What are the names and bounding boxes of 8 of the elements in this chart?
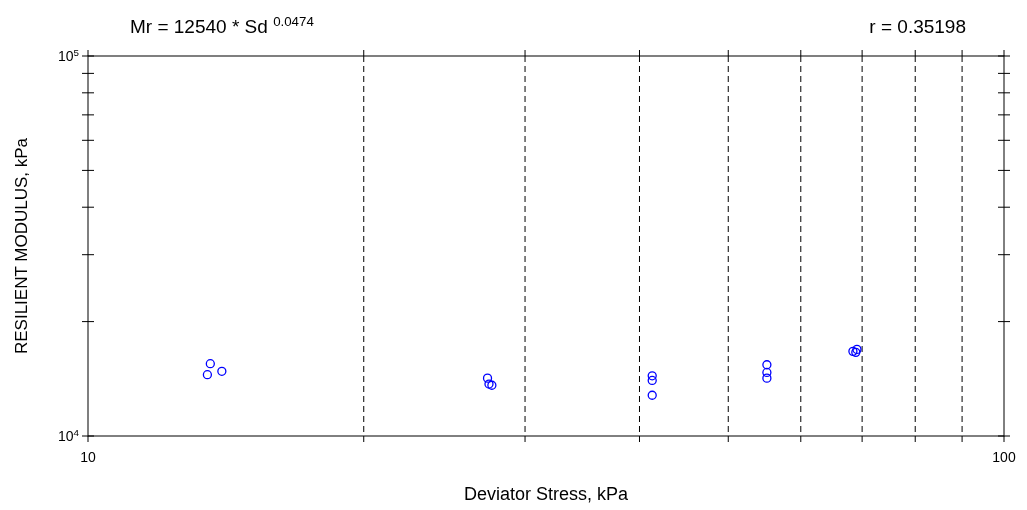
x-axis-title: Deviator Stress, kPa	[463, 484, 630, 504]
x-tick-label: 10	[80, 449, 96, 465]
x-tick-label: 100	[992, 449, 1016, 465]
text: r = 0.35198	[869, 16, 966, 37]
y-tick-label: 10$^{4}$	[57, 426, 80, 444]
y-axis-title: RESILIENT MODULUS, kPa	[12, 137, 31, 355]
chart-title: Mr = 12540 * Sd $^{0.0474}$	[130, 13, 314, 37]
y-tick-label: 10$^{5}$	[57, 46, 80, 64]
